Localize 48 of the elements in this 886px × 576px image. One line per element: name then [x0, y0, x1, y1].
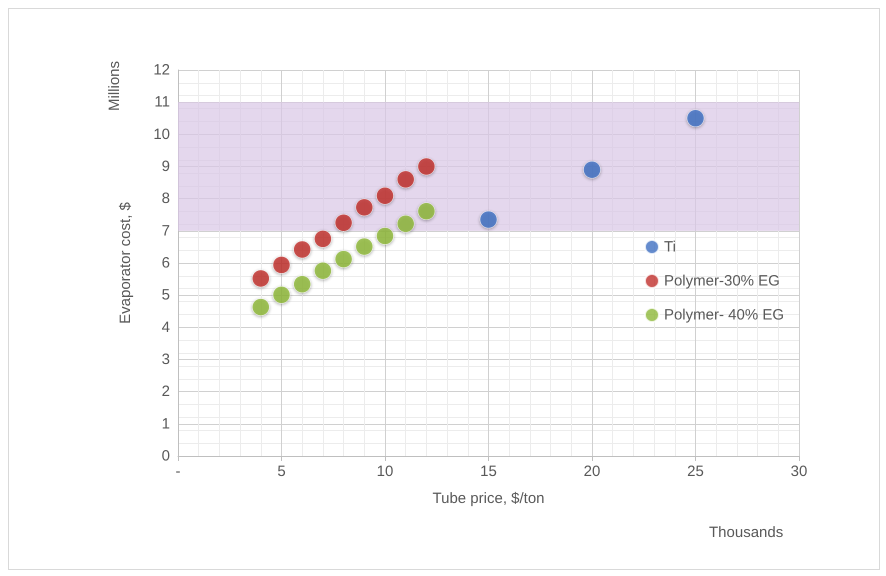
y-tick-label: 2	[162, 383, 170, 400]
legend-label: Polymer-30% EG	[664, 272, 780, 290]
point	[293, 240, 311, 258]
point	[396, 170, 414, 188]
point	[480, 210, 498, 228]
y-tick-label: 12	[153, 62, 170, 78]
x-tick-label: 10	[376, 463, 394, 480]
x-tick-label: 30	[790, 463, 808, 480]
point	[418, 158, 436, 176]
point	[376, 227, 394, 245]
point	[376, 187, 394, 205]
legend-label: Polymer- 40% EG	[664, 306, 784, 324]
y-tick-label: 11	[154, 94, 170, 111]
y-axis-title: Evaporator cost, $	[117, 201, 134, 324]
text: Thousands	[709, 524, 784, 541]
y-tick-label: 7	[162, 222, 170, 240]
y-tick-label: 8	[162, 190, 170, 208]
point	[272, 286, 290, 304]
point	[583, 160, 601, 178]
point	[334, 250, 352, 268]
y-tick-label: 0	[162, 448, 170, 464]
x-axis-title: Tube price, $/ton	[432, 490, 545, 507]
point	[293, 275, 311, 293]
point	[314, 230, 332, 248]
point	[396, 215, 414, 232]
y-tick-label: 6	[162, 254, 170, 272]
x-tick-label: 5	[277, 463, 286, 480]
point	[356, 238, 374, 256]
x-tick-label: 15	[480, 463, 497, 480]
point	[334, 214, 352, 232]
point	[252, 298, 270, 316]
x-tick-label: 25	[687, 463, 704, 480]
point	[686, 110, 704, 127]
y-tick-label: 3	[162, 351, 170, 368]
y-tick-label: 5	[162, 286, 170, 304]
y-tick-label: 9	[162, 158, 170, 175]
legend-label: Ti	[664, 238, 676, 256]
point	[252, 270, 270, 288]
x-tick-label: 20	[584, 463, 600, 480]
point	[356, 198, 374, 216]
y-tick-label: 10	[153, 126, 170, 143]
point	[314, 262, 332, 280]
x-tick-label: -	[176, 463, 180, 480]
point	[418, 202, 436, 220]
text: Millions	[106, 60, 123, 112]
y-tick-label: 4	[162, 318, 170, 336]
y-tick-label: 1	[162, 415, 170, 432]
point	[272, 256, 290, 274]
